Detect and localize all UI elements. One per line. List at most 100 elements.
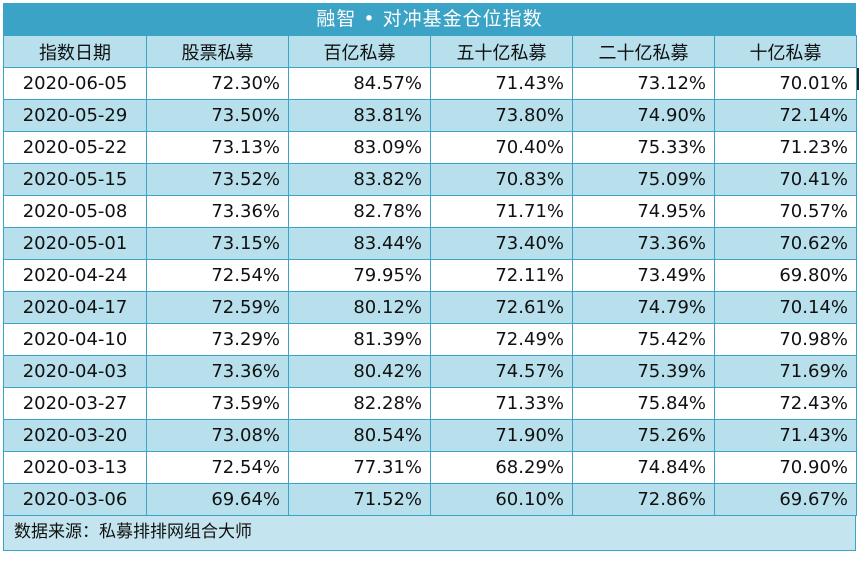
header-2b-private: 二十亿私募 bbox=[572, 35, 715, 68]
cell-value: 81.39% bbox=[288, 323, 431, 356]
data-source-note: 数据来源：私募排排网组合大师 bbox=[3, 516, 856, 551]
cell-date: 2020-04-24 bbox=[3, 259, 147, 292]
table-title: 融智 • 对冲基金仓位指数 bbox=[3, 3, 856, 35]
cell-value: 80.42% bbox=[288, 355, 431, 388]
table-row: 2020-03-20 73.08% 80.54% 71.90% 75.26% 7… bbox=[3, 419, 857, 452]
cell-value: 75.33% bbox=[572, 131, 715, 164]
cell-value: 72.54% bbox=[146, 259, 289, 292]
cell-value: 60.10% bbox=[430, 483, 573, 516]
cell-date: 2020-03-20 bbox=[3, 419, 147, 452]
table-row: 2020-05-22 73.13% 83.09% 70.40% 75.33% 7… bbox=[3, 131, 857, 164]
cell-value: 84.57% bbox=[288, 67, 431, 100]
cell-value: 73.29% bbox=[146, 323, 289, 356]
cell-value: 70.90% bbox=[714, 451, 857, 484]
cell-date: 2020-03-13 bbox=[3, 451, 147, 484]
table-row: 2020-04-03 73.36% 80.42% 74.57% 75.39% 7… bbox=[3, 355, 857, 388]
table-row: 2020-06-05 72.30% 84.57% 71.43% 73.12% 7… bbox=[3, 67, 857, 100]
cell-value: 70.41% bbox=[714, 163, 857, 196]
cell-value: 70.62% bbox=[714, 227, 857, 260]
cell-value: 73.08% bbox=[146, 419, 289, 452]
cell-value: 73.49% bbox=[572, 259, 715, 292]
cell-value: 74.95% bbox=[572, 195, 715, 228]
cell-value: 75.26% bbox=[572, 419, 715, 452]
cell-value: 72.59% bbox=[146, 291, 289, 324]
cell-value: 71.33% bbox=[430, 387, 573, 420]
table-row: 2020-05-29 73.50% 83.81% 73.80% 74.90% 7… bbox=[3, 99, 857, 132]
cell-value: 71.52% bbox=[288, 483, 431, 516]
cell-value: 73.36% bbox=[572, 227, 715, 260]
cell-value: 70.83% bbox=[430, 163, 573, 196]
header-10b-private: 百亿私募 bbox=[288, 35, 431, 68]
header-stock-private: 股票私募 bbox=[146, 35, 289, 68]
cell-value: 71.69% bbox=[714, 355, 857, 388]
cell-value: 73.40% bbox=[430, 227, 573, 260]
cell-value: 75.39% bbox=[572, 355, 715, 388]
cell-value: 72.43% bbox=[714, 387, 857, 420]
table-row: 2020-04-24 72.54% 79.95% 72.11% 73.49% 6… bbox=[3, 259, 857, 292]
cell-value: 73.36% bbox=[146, 355, 289, 388]
cell-value: 82.78% bbox=[288, 195, 431, 228]
table-row: 2020-03-13 72.54% 77.31% 68.29% 74.84% 7… bbox=[3, 451, 857, 484]
cell-value: 80.54% bbox=[288, 419, 431, 452]
cell-value: 70.40% bbox=[430, 131, 573, 164]
cell-date: 2020-06-05 bbox=[3, 67, 147, 100]
cell-date: 2020-05-08 bbox=[3, 195, 147, 228]
cell-value: 83.09% bbox=[288, 131, 431, 164]
cell-value: 72.61% bbox=[430, 291, 573, 324]
cell-value: 74.57% bbox=[430, 355, 573, 388]
cell-value: 75.84% bbox=[572, 387, 715, 420]
cell-value: 74.90% bbox=[572, 99, 715, 132]
table-row: 2020-05-15 73.52% 83.82% 70.83% 75.09% 7… bbox=[3, 163, 857, 196]
cell-value: 77.31% bbox=[288, 451, 431, 484]
cell-value: 71.23% bbox=[714, 131, 857, 164]
header-date: 指数日期 bbox=[3, 35, 147, 68]
cell-value: 72.11% bbox=[430, 259, 573, 292]
cell-value: 83.44% bbox=[288, 227, 431, 260]
cell-value: 80.12% bbox=[288, 291, 431, 324]
cell-value: 73.59% bbox=[146, 387, 289, 420]
table-row: 2020-04-10 73.29% 81.39% 72.49% 75.42% 7… bbox=[3, 323, 857, 356]
cell-value: 73.13% bbox=[146, 131, 289, 164]
cell-value: 75.09% bbox=[572, 163, 715, 196]
cell-date: 2020-05-22 bbox=[3, 131, 147, 164]
cell-value: 74.79% bbox=[572, 291, 715, 324]
cell-value: 69.64% bbox=[146, 483, 289, 516]
text-cursor-mark bbox=[857, 68, 859, 90]
cell-value: 79.95% bbox=[288, 259, 431, 292]
cell-value: 70.14% bbox=[714, 291, 857, 324]
table-row: 2020-04-17 72.59% 80.12% 72.61% 74.79% 7… bbox=[3, 291, 857, 324]
table-row: 2020-05-08 73.36% 82.78% 71.71% 74.95% 7… bbox=[3, 195, 857, 228]
cell-date: 2020-05-29 bbox=[3, 99, 147, 132]
cell-value: 70.01% bbox=[714, 67, 857, 100]
cell-value: 73.52% bbox=[146, 163, 289, 196]
cell-date: 2020-04-03 bbox=[3, 355, 147, 388]
cell-value: 73.80% bbox=[430, 99, 573, 132]
cell-value: 71.90% bbox=[430, 419, 573, 452]
header-5b-private: 五十亿私募 bbox=[430, 35, 573, 68]
cell-value: 69.67% bbox=[714, 483, 857, 516]
cell-date: 2020-04-17 bbox=[3, 291, 147, 324]
cell-value: 69.80% bbox=[714, 259, 857, 292]
position-index-table: 指数日期 股票私募 百亿私募 五十亿私募 二十亿私募 十亿私募 2020-06-… bbox=[3, 35, 857, 516]
cell-value: 73.12% bbox=[572, 67, 715, 100]
cell-value: 83.82% bbox=[288, 163, 431, 196]
watermark-text: 智通财经 bbox=[4, 556, 48, 569]
cell-value: 71.43% bbox=[430, 67, 573, 100]
table-row: 2020-03-06 69.64% 71.52% 60.10% 72.86% 6… bbox=[3, 483, 857, 516]
data-table-frame: 融智 • 对冲基金仓位指数 指数日期 股票私募 百亿私募 五十亿私募 二十亿私募… bbox=[3, 3, 857, 551]
cell-value: 71.43% bbox=[714, 419, 857, 452]
header-row: 指数日期 股票私募 百亿私募 五十亿私募 二十亿私募 十亿私募 bbox=[3, 35, 857, 68]
cell-value: 70.98% bbox=[714, 323, 857, 356]
table-row: 2020-05-01 73.15% 83.44% 73.40% 73.36% 7… bbox=[3, 227, 857, 260]
cell-date: 2020-03-06 bbox=[3, 483, 147, 516]
cell-value: 83.81% bbox=[288, 99, 431, 132]
cell-value: 75.42% bbox=[572, 323, 715, 356]
cell-value: 72.30% bbox=[146, 67, 289, 100]
cell-value: 73.15% bbox=[146, 227, 289, 260]
cell-value: 74.84% bbox=[572, 451, 715, 484]
cell-value: 72.14% bbox=[714, 99, 857, 132]
cell-value: 72.86% bbox=[572, 483, 715, 516]
cell-date: 2020-05-15 bbox=[3, 163, 147, 196]
cell-value: 70.57% bbox=[714, 195, 857, 228]
cell-value: 68.29% bbox=[430, 451, 573, 484]
